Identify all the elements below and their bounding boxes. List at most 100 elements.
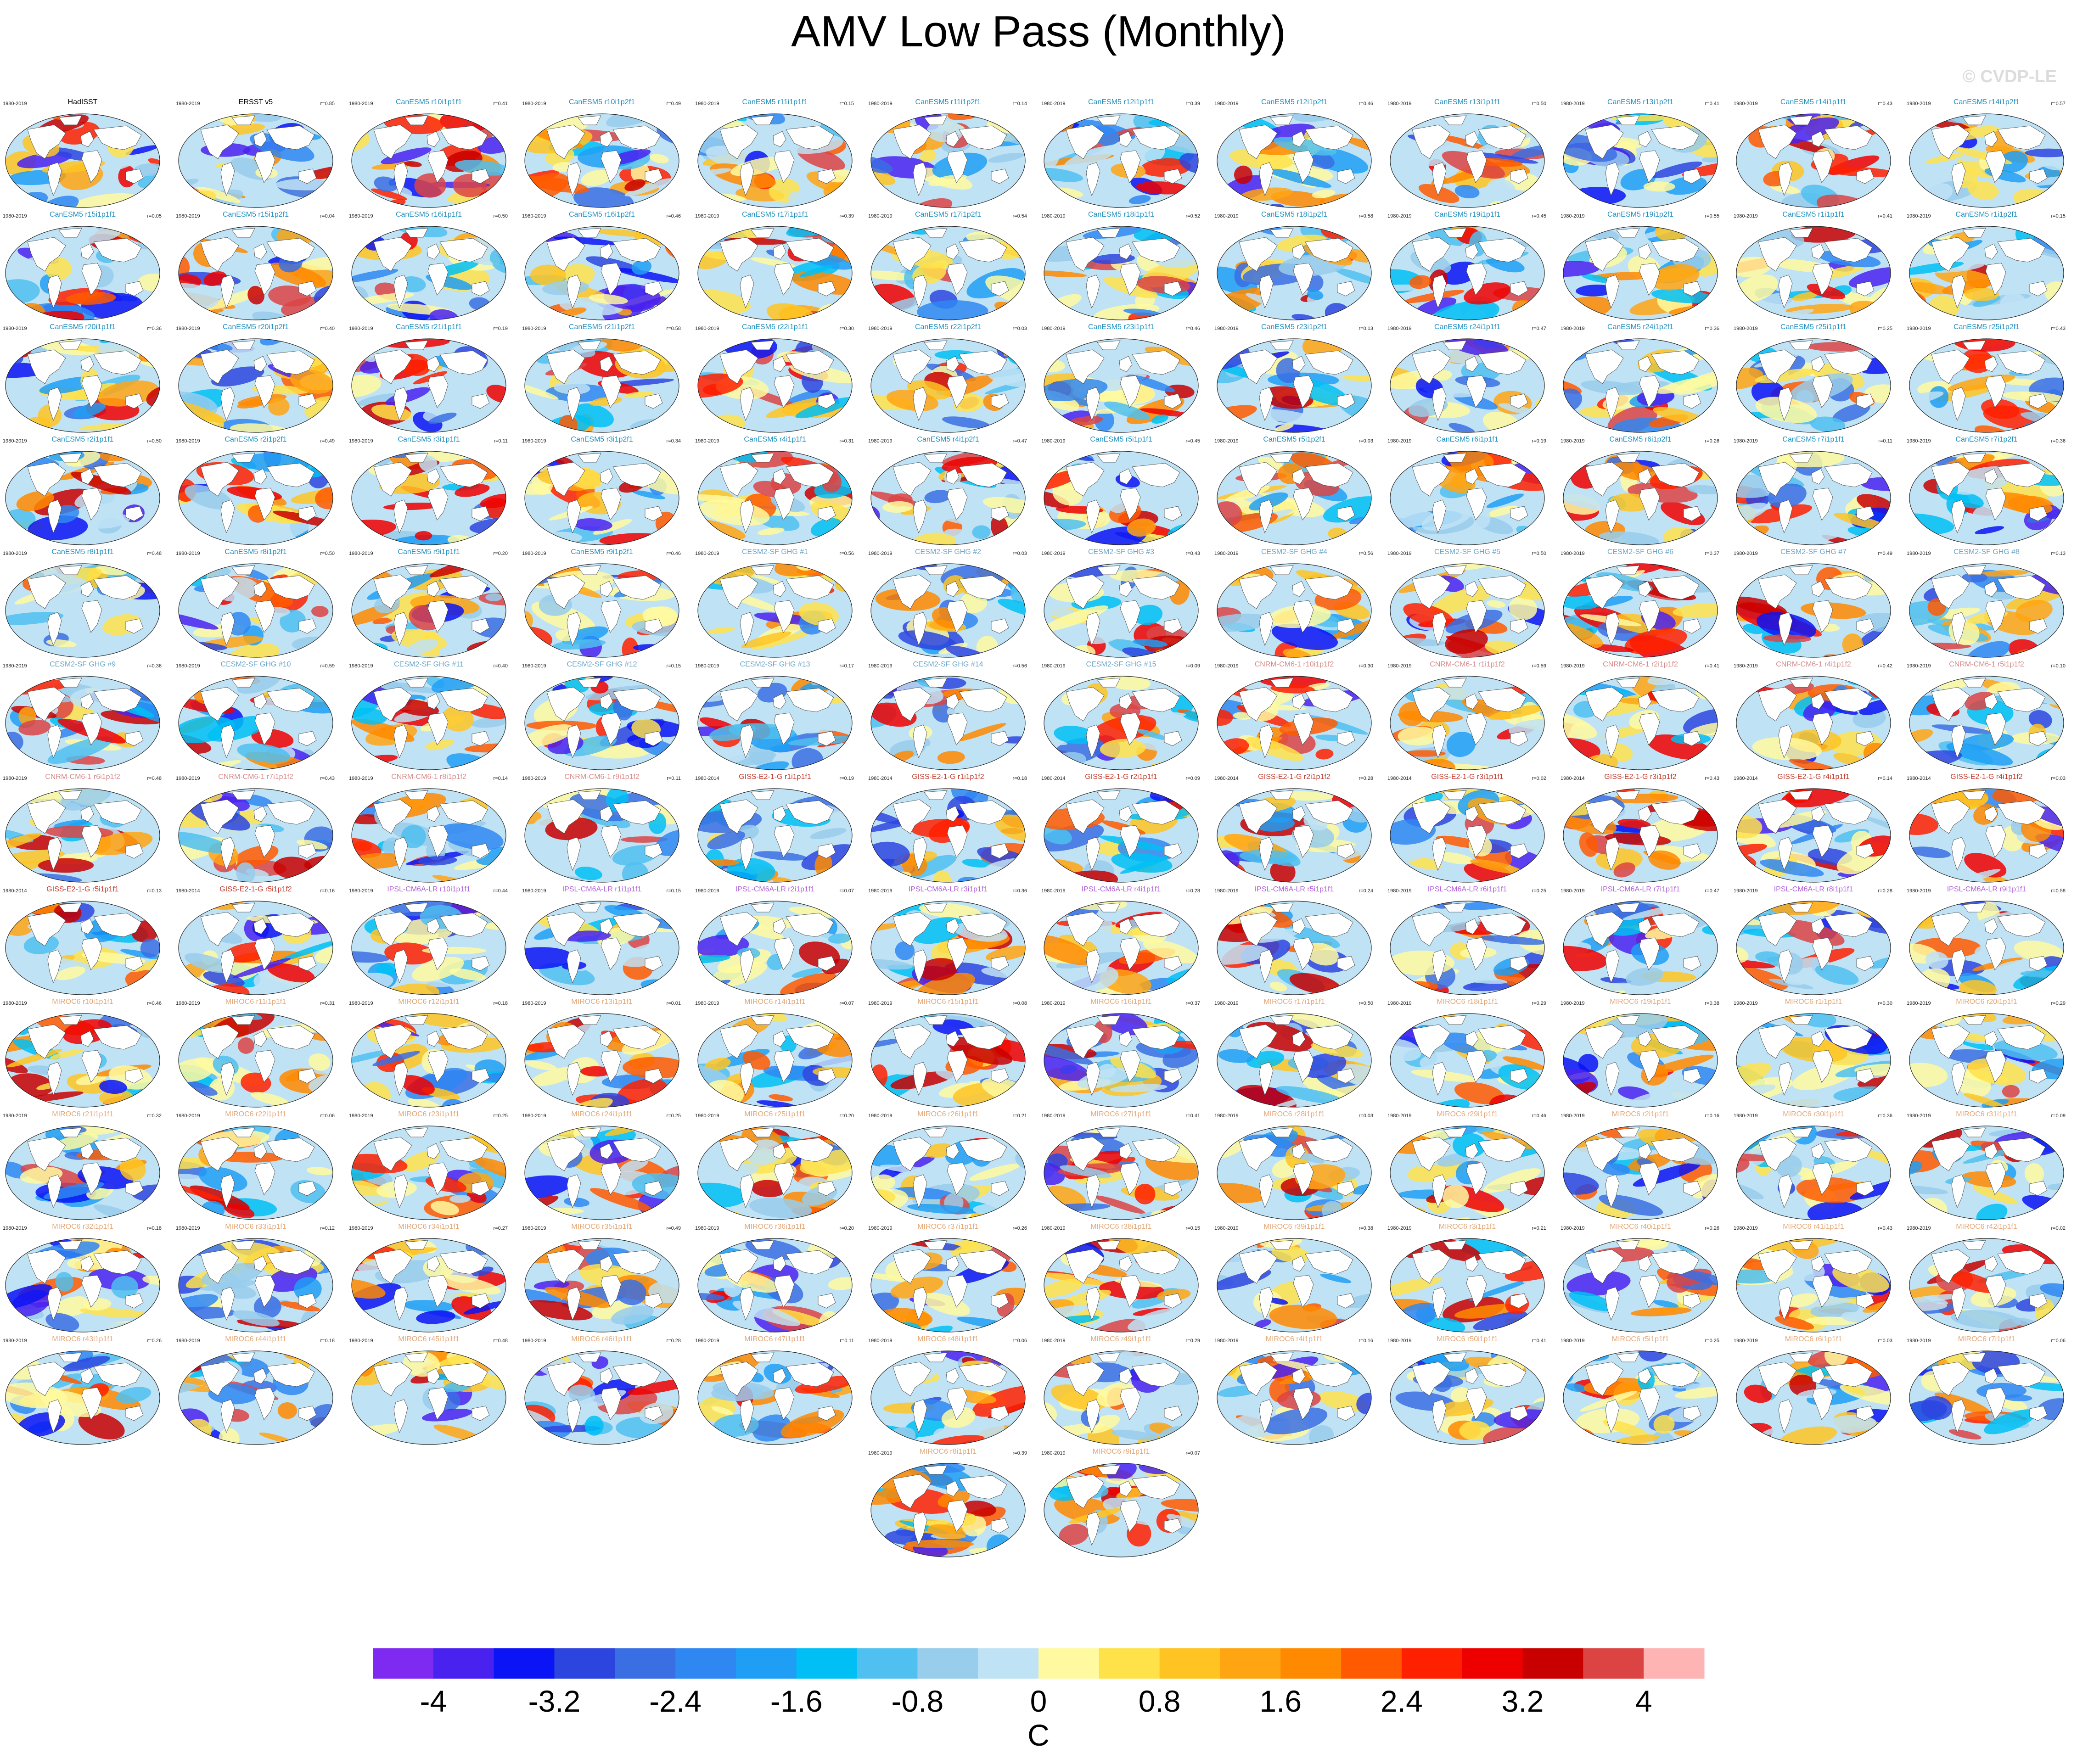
map-panel: 1980-2019 CanESM5 r16i1p1f1 r=0.50	[346, 211, 511, 325]
map-panel: 1980-2019 CNRM-CM6-1 r7i1p1f2 r=0.43	[173, 773, 338, 888]
sst-map	[5, 1238, 160, 1333]
panel-period-label: 1980-2019	[1214, 438, 1239, 444]
panel-period-label: 1980-2019	[1214, 888, 1239, 894]
panel-period-label: 1980-2019	[1907, 888, 1931, 894]
map-panel: 1980-2019 CNRM-CM6-1 r9i1p1f2 r=0.11	[519, 773, 685, 888]
sst-map	[1044, 226, 1199, 320]
panel-correlation-label: r=0.14	[493, 776, 508, 781]
panel-title: MIROC6 r36i1p1f1	[744, 1223, 806, 1231]
map-panel: 1980-2019 MIROC6 r18i1p1f1 r=0.29	[1385, 998, 1550, 1113]
panel-title: MIROC6 r29i1p1f1	[1437, 1110, 1498, 1118]
sst-map	[870, 1350, 1026, 1445]
panel-period-label: 1980-2014	[1907, 776, 1931, 781]
map-panel: 1980-2019 CanESM5 r11i1p1f1 r=0.15	[692, 98, 858, 213]
panel-correlation-label: r=0.03	[2051, 776, 2066, 781]
panel-correlation-label: r=0.20	[493, 551, 508, 556]
map-panel: 1980-2019 MIROC6 r41i1p1f1 r=0.43	[1731, 1223, 1896, 1338]
panel-correlation-label: r=0.50	[1532, 551, 1547, 556]
sst-map	[351, 1350, 506, 1445]
panel-period-label: 1980-2019	[1214, 551, 1239, 556]
panel-title: MIROC6 r11i1p1f1	[225, 998, 286, 1006]
panel-correlation-label: r=0.28	[1185, 888, 1201, 894]
panel-title: CanESM5 r20i1p2f1	[222, 323, 289, 331]
panel-correlation-label: r=0.15	[2051, 213, 2066, 219]
panel-title: CESM2-SF GHG #10	[220, 661, 291, 668]
map-panel: 1980-2019 CanESM5 r2i1p2f1 r=0.49	[173, 436, 338, 550]
panel-period-label: 1980-2019	[349, 776, 373, 781]
sst-map	[1390, 788, 1545, 883]
panel-title: CanESM5 r14i1p1f1	[1780, 98, 1847, 106]
panel-title: MIROC6 r16i1p1f1	[1090, 998, 1152, 1006]
map-panel: 1980-2019 IPSL-CM6A-LR r6i1p1f1 r=0.25	[1385, 885, 1550, 1000]
panel-correlation-label: r=0.43	[320, 776, 335, 781]
panel-title: MIROC6 r15i1p1f1	[917, 998, 979, 1006]
panel-correlation-label: r=0.11	[494, 438, 508, 444]
sst-map	[5, 1013, 160, 1108]
panel-period-label: 1980-2019	[176, 101, 200, 106]
panel-correlation-label: r=0.43	[1878, 101, 1893, 106]
panel-correlation-label: r=0.10	[2051, 663, 2066, 669]
panel-title: CanESM5 r11i1p1f1	[742, 98, 808, 106]
sst-map	[178, 1126, 333, 1220]
panel-correlation-label: r=0.25	[666, 1113, 681, 1119]
panel-title: CanESM5 r9i1p1f1	[398, 548, 460, 556]
panel-period-label: 1980-2019	[522, 1226, 546, 1231]
panel-correlation-label: r=0.37	[1705, 551, 1720, 556]
panel-correlation-label: r=0.26	[1012, 1226, 1027, 1231]
sst-map	[1909, 563, 2064, 658]
panel-title: CNRM-CM6-1 r4i1p1f2	[1776, 661, 1851, 668]
panel-period-label: 1980-2019	[1214, 101, 1239, 106]
map-panel: 1980-2014 GISS-E2-1-G r5i1p1f2 r=0.16	[173, 885, 338, 1000]
sst-map	[351, 226, 506, 320]
panel-period-label: 1980-2019	[1734, 101, 1758, 106]
panel-title: CanESM5 r4i1p2f1	[917, 436, 979, 443]
sst-map	[697, 1238, 853, 1333]
map-panel: 1980-2019 CanESM5 r18i1p2f1 r=0.58	[1212, 211, 1377, 325]
map-panel: 1980-2019 CanESM5 r14i1p1f1 r=0.43	[1731, 98, 1896, 213]
panel-correlation-label: r=0.39	[1185, 101, 1201, 106]
panel-title: GISS-E2-1-G r5i1p1f1	[46, 885, 119, 893]
panel-title: CanESM5 r7i1p2f1	[1955, 436, 2018, 443]
sst-map	[1563, 338, 1718, 433]
map-panel: 1980-2019 MIROC6 r20i1p1f1 r=0.29	[1904, 998, 2069, 1113]
colorbar-tick-label: -4	[420, 1684, 447, 1718]
panel-title: CanESM5 r21i1p1f1	[395, 323, 462, 331]
panel-title: IPSL-CM6A-LR r8i1p1f1	[1774, 885, 1853, 893]
panel-correlation-label: r=0.19	[1532, 438, 1547, 444]
sst-map	[870, 113, 1026, 208]
panel-title: MIROC6 r38i1p1f1	[1090, 1223, 1152, 1231]
panel-title: MIROC6 r46i1p1f1	[571, 1335, 633, 1343]
sst-map	[524, 1350, 679, 1445]
panel-period-label: 1980-2019	[1907, 438, 1931, 444]
panel-title: MIROC6 r39i1p1f1	[1263, 1223, 1325, 1231]
sst-map	[697, 1350, 853, 1445]
sst-map	[178, 1238, 333, 1333]
panel-title: CanESM5 r10i1p1f1	[395, 98, 462, 106]
colorbar-segment	[615, 1648, 676, 1679]
panel-correlation-label: r=0.13	[147, 888, 162, 894]
sst-map	[524, 338, 679, 433]
map-panel: 1980-2019 CanESM5 r21i1p1f1 r=0.19	[346, 323, 511, 438]
panel-period-label: 1980-2019	[1387, 101, 1412, 106]
panel-correlation-label: r=0.56	[1012, 663, 1027, 669]
panel-period-label: 1980-2019	[349, 1001, 373, 1006]
panel-title: CanESM5 r14i1p2f1	[1953, 98, 2020, 106]
panel-title: MIROC6 r10i1p1f1	[52, 998, 113, 1006]
sst-map	[524, 226, 679, 320]
map-panel: 1980-2019 MIROC6 r28i1p1f1 r=0.03	[1212, 1110, 1377, 1225]
sst-map	[697, 1126, 853, 1220]
panel-title: CanESM5 r20i1p1f1	[49, 323, 116, 331]
panel-period-label: 1980-2019	[1561, 101, 1585, 106]
panel-period-label: 1980-2019	[176, 1001, 200, 1006]
panel-correlation-label: r=0.08	[1012, 1001, 1027, 1006]
sst-map	[1909, 1013, 2064, 1108]
panel-title: CanESM5 r17i1p1f1	[741, 211, 808, 218]
panel-correlation-label: r=0.46	[1185, 326, 1201, 331]
panel-period-label: 1980-2019	[176, 1226, 200, 1231]
panel-correlation-label: r=0.28	[1358, 776, 1374, 781]
colorbar-tick-label: 2.4	[1381, 1684, 1423, 1718]
map-panel: 1980-2019 CanESM5 r25i1p1f1 r=0.25	[1731, 323, 1896, 438]
map-panel: 1980-2014 GISS-E2-1-G r1i1p1f2 r=0.18	[865, 773, 1031, 888]
panel-title: MIROC6 r7i1p1f1	[1958, 1335, 2015, 1343]
panel-title: CanESM5 r8i1p1f1	[51, 548, 114, 556]
